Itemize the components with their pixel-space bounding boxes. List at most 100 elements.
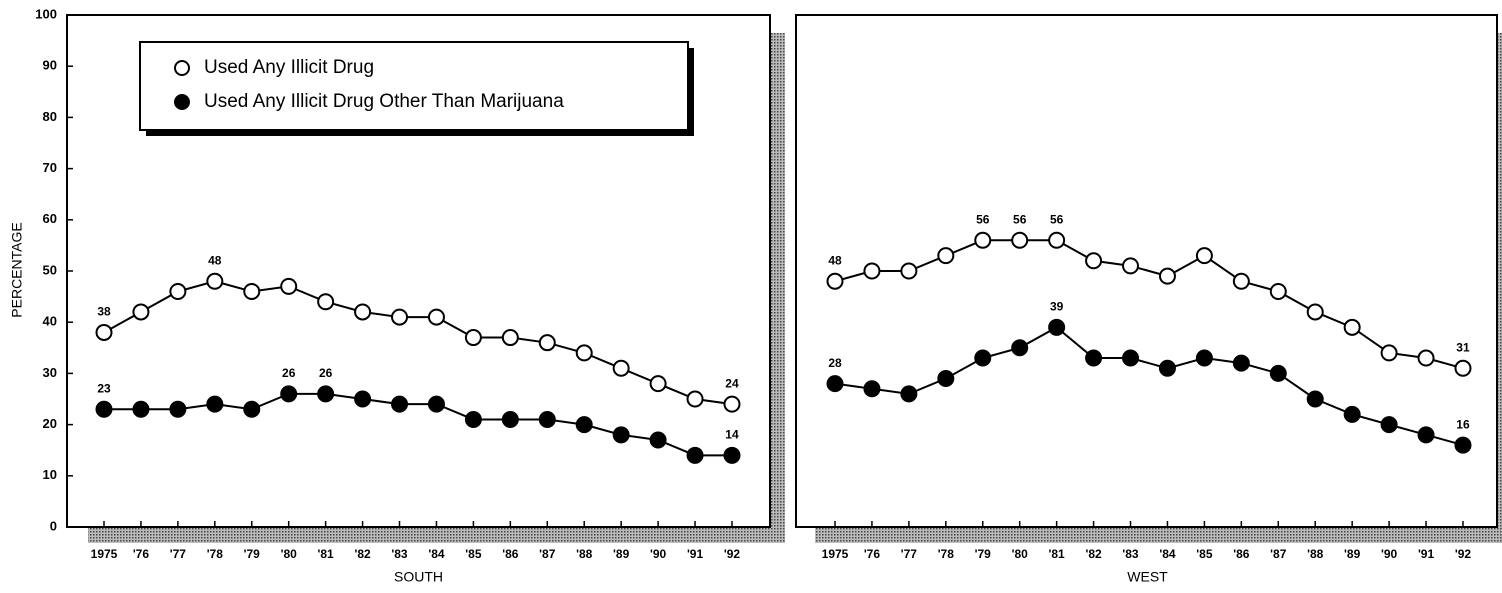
data-point	[649, 431, 667, 449]
data-label: 23	[97, 381, 111, 395]
data-point	[1232, 272, 1250, 290]
x-tick-label: '86	[1233, 547, 1250, 561]
x-tick-label: '79	[244, 547, 261, 561]
data-point	[575, 344, 593, 362]
data-label: 31	[1456, 340, 1470, 354]
data-point	[1085, 349, 1103, 367]
data-point	[974, 231, 992, 249]
data-point	[1454, 436, 1472, 454]
data-point	[723, 395, 741, 413]
x-axis-label: SOUTH	[394, 569, 443, 585]
y-tick-label: 70	[43, 160, 57, 175]
data-label: 16	[1456, 417, 1470, 431]
data-label: 28	[828, 356, 842, 370]
data-point	[686, 390, 704, 408]
data-label: 26	[319, 366, 333, 380]
x-tick-label: '82	[354, 547, 371, 561]
data-point	[538, 334, 556, 352]
data-point	[1380, 416, 1398, 434]
data-label: 48	[828, 253, 842, 267]
y-tick-label: 0	[50, 518, 57, 533]
data-point	[280, 385, 298, 403]
data-point	[391, 395, 409, 413]
data-point	[1306, 303, 1324, 321]
x-tick-label: '91	[1418, 547, 1435, 561]
legend-label: Used Any Illicit Drug Other Than Marijua…	[204, 91, 564, 112]
data-point	[1269, 364, 1287, 382]
x-tick-label: '85	[465, 547, 482, 561]
x-tick-label: '87	[539, 547, 556, 561]
x-tick-label: '84	[1159, 547, 1176, 561]
x-tick-label: '88	[576, 547, 593, 561]
data-label: 14	[725, 427, 739, 441]
frame-shadow	[770, 33, 785, 543]
data-point	[1085, 252, 1103, 270]
data-point	[501, 329, 519, 347]
data-point	[206, 272, 224, 290]
x-tick-label: '86	[502, 547, 519, 561]
data-point	[1269, 282, 1287, 300]
x-tick-label: 1975	[822, 547, 849, 561]
data-point	[1195, 349, 1213, 367]
data-point	[1158, 359, 1176, 377]
y-tick-label: 80	[43, 109, 57, 124]
data-point	[1158, 267, 1176, 285]
data-point	[612, 426, 630, 444]
data-label: 38	[97, 305, 111, 319]
data-point	[974, 349, 992, 367]
x-tick-label: '89	[1344, 547, 1361, 561]
x-tick-label: '90	[650, 547, 667, 561]
x-tick-label: '81	[318, 547, 335, 561]
x-tick-label: '81	[1049, 547, 1066, 561]
data-point	[1011, 339, 1029, 357]
x-tick-label: '76	[864, 547, 881, 561]
y-axis-label: PERCENTAGE	[9, 222, 25, 317]
data-point	[1048, 231, 1066, 249]
x-tick-label: '84	[428, 547, 445, 561]
data-point	[1417, 426, 1435, 444]
x-tick-label: '78	[938, 547, 955, 561]
data-point	[612, 359, 630, 377]
data-point	[538, 410, 556, 428]
x-tick-label: '79	[975, 547, 992, 561]
data-point	[1048, 318, 1066, 336]
y-tick-label: 60	[43, 211, 57, 226]
x-tick-label: '83	[391, 547, 408, 561]
data-point	[575, 416, 593, 434]
data-point	[95, 400, 113, 418]
x-tick-label: '82	[1085, 547, 1102, 561]
y-tick-label: 40	[43, 314, 57, 329]
y-tick-label: 20	[43, 416, 57, 431]
data-point	[1454, 359, 1472, 377]
data-label: 56	[976, 212, 990, 226]
data-point	[391, 308, 409, 326]
data-point	[464, 329, 482, 347]
data-point	[1417, 349, 1435, 367]
x-tick-label: '89	[613, 547, 630, 561]
data-point	[649, 375, 667, 393]
data-point	[1343, 405, 1361, 423]
data-point	[1122, 257, 1140, 275]
x-tick-label: '87	[1270, 547, 1287, 561]
data-point	[1122, 349, 1140, 367]
data-point	[1011, 231, 1029, 249]
x-tick-label: '90	[1381, 547, 1398, 561]
x-tick-label: '83	[1122, 547, 1139, 561]
data-point	[206, 395, 224, 413]
data-point	[863, 380, 881, 398]
x-tick-label: '85	[1196, 547, 1213, 561]
data-point	[243, 282, 261, 300]
x-tick-label: '92	[1455, 547, 1472, 561]
data-point	[1380, 344, 1398, 362]
data-point	[132, 303, 150, 321]
data-point	[243, 400, 261, 418]
data-point	[501, 410, 519, 428]
data-point	[317, 293, 335, 311]
frame-shadow	[815, 527, 1502, 543]
data-label: 56	[1013, 212, 1027, 226]
data-point	[1232, 354, 1250, 372]
data-point	[1195, 247, 1213, 265]
data-point	[464, 410, 482, 428]
legend-marker	[174, 94, 190, 110]
